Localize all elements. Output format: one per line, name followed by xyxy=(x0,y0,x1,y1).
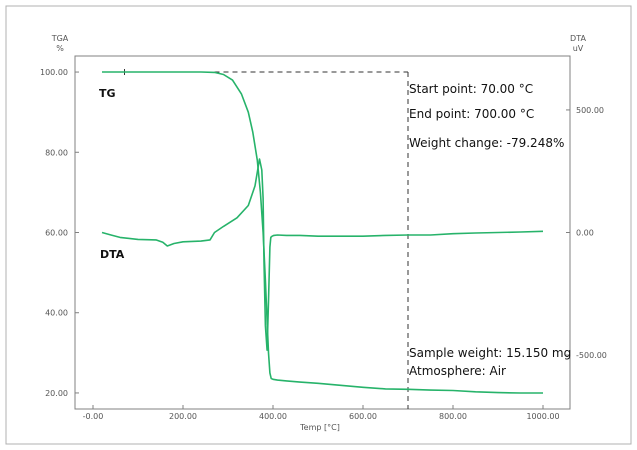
left-tick-label: 20.00 xyxy=(45,389,68,398)
annotation-atmosphere: Atmosphere: Air xyxy=(409,364,506,378)
annotation-start-point: Start point: 70.00 °C xyxy=(409,82,533,96)
right-axis-ticks: -500.00 0.00 500.00 xyxy=(566,106,607,360)
x-tick-label: -0.00 xyxy=(83,412,104,421)
x-axis-ticks: -0.00 200.00 400.00 600.00 800.00 1000.00 xyxy=(83,405,560,421)
dta-series-label: DTA xyxy=(100,248,125,261)
x-tick-label: 400.00 xyxy=(259,412,287,421)
chart-border xyxy=(5,5,632,445)
annotation-weight-change: Weight change: -79.248% xyxy=(409,136,564,150)
annotation-sample-weight: Sample weight: 15.150 mg xyxy=(409,346,571,360)
left-tick-label: 40.00 xyxy=(45,309,68,318)
left-axis-unit: % xyxy=(56,44,64,53)
left-tick-label: 80.00 xyxy=(45,148,68,157)
annotation-end-point: End point: 700.00 °C xyxy=(409,107,534,121)
tg-series-line xyxy=(102,71,543,394)
right-tick-label: 0.00 xyxy=(576,229,594,238)
left-tick-label: 100.00 xyxy=(40,68,68,77)
x-axis-label: Temp [°C] xyxy=(299,423,340,432)
left-axis-title: TGA xyxy=(51,34,69,43)
x-tick-label: 1000.00 xyxy=(526,412,559,421)
left-tick-label: 60.00 xyxy=(45,229,68,238)
right-axis-title: DTA xyxy=(570,34,586,43)
left-axis-ticks: 20.00 40.00 60.00 80.00 100.00 xyxy=(40,68,79,398)
x-tick-label: 600.00 xyxy=(349,412,377,421)
x-tick-label: 800.00 xyxy=(439,412,467,421)
right-tick-label: -500.00 xyxy=(576,351,607,360)
right-axis-unit: uV xyxy=(573,44,584,53)
x-tick-label: 200.00 xyxy=(169,412,197,421)
right-tick-label: 500.00 xyxy=(576,106,604,115)
tg-series-label: TG xyxy=(99,87,116,100)
dta-series-line xyxy=(101,158,544,351)
